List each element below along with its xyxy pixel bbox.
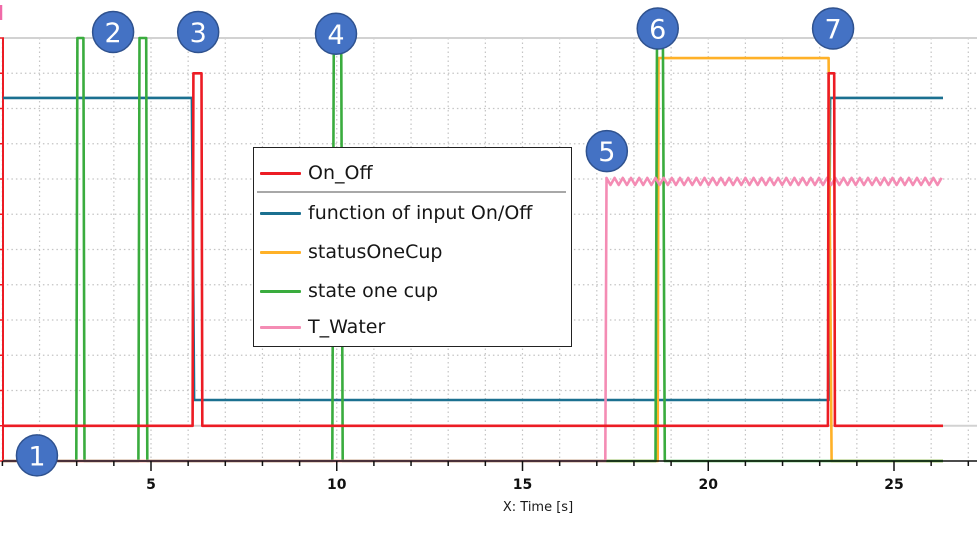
callout-circle — [811, 7, 855, 50]
legend-label: statusOneCup — [308, 241, 443, 263]
callout-number: 6 — [649, 14, 666, 45]
callout-6: 6 — [636, 7, 679, 50]
x-axis-ticks: 5 10 15 20 25 — [1, 460, 977, 493]
legend-item-on-off[interactable]: On_Off — [254, 158, 571, 188]
callout-number: 2 — [105, 18, 122, 49]
callout-circle — [15, 434, 59, 477]
callout-number: 1 — [28, 441, 45, 472]
callout-number: 3 — [190, 18, 207, 49]
legend-item-status-one-cup[interactable]: statusOneCup — [254, 237, 571, 267]
legend[interactable]: On_Off function of input On/Off statusOn… — [253, 147, 572, 347]
callout-2: 2 — [91, 10, 135, 54]
legend-label: T_Water — [308, 316, 386, 338]
numbered-callouts: 1 2 3 4 5 6 7 — [15, 7, 855, 477]
callout-3: 3 — [176, 10, 220, 54]
x-tick-label: 25 — [884, 477, 903, 493]
callout-circle — [585, 129, 629, 173]
callout-circle — [91, 10, 135, 54]
callout-5: 5 — [585, 129, 629, 173]
series-t-water — [3, 176, 943, 463]
series-function-of-input-on-off — [3, 96, 943, 402]
x-tick-label: 20 — [699, 477, 719, 493]
callout-number: 7 — [824, 14, 841, 45]
legend-label: function of input On/Off — [308, 202, 533, 224]
legend-label: On_Off — [308, 162, 373, 184]
legend-item-function-of-input[interactable]: function of input On/Off — [254, 198, 571, 228]
legend-label: state one cup — [308, 280, 439, 302]
callout-circle — [636, 7, 679, 50]
series-on-off — [3, 72, 943, 428]
legend-swatch-t-water — [260, 325, 301, 329]
x-axis-label: X: Time [s] — [502, 500, 574, 515]
x-tick-label: 15 — [513, 477, 532, 493]
legend-swatch-on-off — [260, 171, 301, 175]
x-tick-label: 10 — [327, 477, 347, 493]
callout-1: 1 — [15, 434, 59, 477]
axes — [0, 5, 4, 462]
legend-swatch-state-one-cup — [260, 289, 301, 293]
callout-circle — [176, 10, 220, 54]
legend-separator — [257, 191, 566, 193]
legend-swatch-status-one-cup — [260, 250, 301, 254]
legend-item-t-water[interactable]: T_Water — [254, 312, 571, 342]
callout-circle — [314, 12, 358, 56]
callout-4: 4 — [314, 12, 358, 56]
callout-number: 5 — [598, 137, 615, 168]
callout-7: 7 — [811, 7, 855, 50]
x-tick-label: 5 — [146, 477, 156, 493]
legend-swatch-function-of-input — [260, 211, 301, 215]
callout-number: 4 — [327, 20, 344, 51]
legend-item-state-one-cup[interactable]: state one cup — [254, 276, 571, 306]
